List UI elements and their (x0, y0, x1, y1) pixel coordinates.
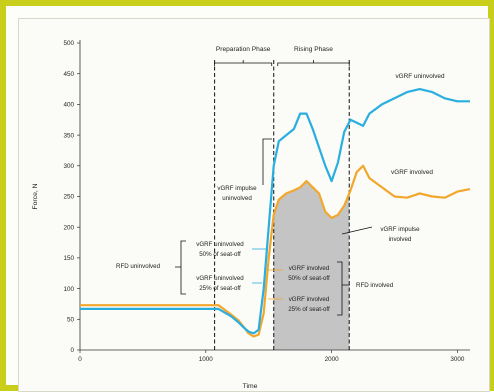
label-uninv-25-2: 25% of seat-off (199, 285, 241, 292)
label-vgrf-involved: vGRF involved (391, 169, 433, 176)
y-tick-label: 200 (63, 224, 74, 231)
phase-bracket (277, 60, 350, 66)
label-uninv-25-1: vGRF uninvolved (196, 275, 244, 282)
y-tick-label: 500 (63, 40, 74, 47)
y-tick-label: 400 (63, 102, 74, 109)
x-tick-label: 1000 (199, 356, 214, 363)
x-tick-label: 2000 (325, 356, 340, 363)
impulse-involved-area (273, 181, 350, 350)
label-impulse-involved-2: involved (389, 236, 412, 243)
y-tick-label: 100 (63, 286, 74, 293)
label-inv-50-2: 50% of seat-off (288, 275, 330, 282)
pointer-impulse-uninvolved (262, 138, 272, 185)
phase-label: Preparation Phase (216, 46, 271, 53)
label-uninv-50-2: 50% of seat-off (199, 251, 241, 258)
y-tick-label: 50 (67, 317, 75, 324)
label-impulse-uninvolved-2: uninvolved (222, 195, 252, 202)
label-rfd-uninvolved: RFD uninvolved (116, 263, 161, 270)
x-tick-label: 3000 (450, 356, 465, 363)
y-tick-label: 150 (63, 255, 74, 262)
label-inv-25-1: vGRF involved (289, 296, 330, 303)
bracket-rfd-uninvolved (175, 240, 186, 295)
label-inv-50-1: vGRF involved (289, 265, 330, 272)
y-tick-label: 350 (63, 132, 74, 139)
y-tick-label: 0 (70, 347, 74, 354)
x-axis-label: Time (243, 383, 258, 390)
phase-bracket (214, 60, 273, 66)
label-impulse-uninvolved-1: vGRF impulse (217, 185, 257, 192)
pointer-impulse-involved (341, 226, 373, 235)
series-line-uninvolved (80, 88, 470, 335)
y-tick-label: 450 (63, 71, 74, 78)
label-vgrf-uninvolved: vGRF uninvolved (395, 73, 444, 80)
y-axis-label: Force, N (32, 183, 39, 209)
label-inv-25-2: 25% of seat-off (288, 306, 330, 313)
bracket-rfd-involved (337, 261, 350, 316)
label-rfd-involved: RFD involved (356, 282, 394, 289)
chart-panel (18, 18, 490, 392)
x-tick-label: 0 (78, 356, 82, 363)
y-tick-label: 300 (63, 163, 74, 170)
y-tick-label: 250 (63, 194, 74, 201)
phase-label: Rising Phase (294, 46, 333, 53)
label-uninv-50-1: vGRF uninvolved (196, 241, 244, 248)
label-impulse-involved-1: vGRF impulse (380, 226, 420, 233)
